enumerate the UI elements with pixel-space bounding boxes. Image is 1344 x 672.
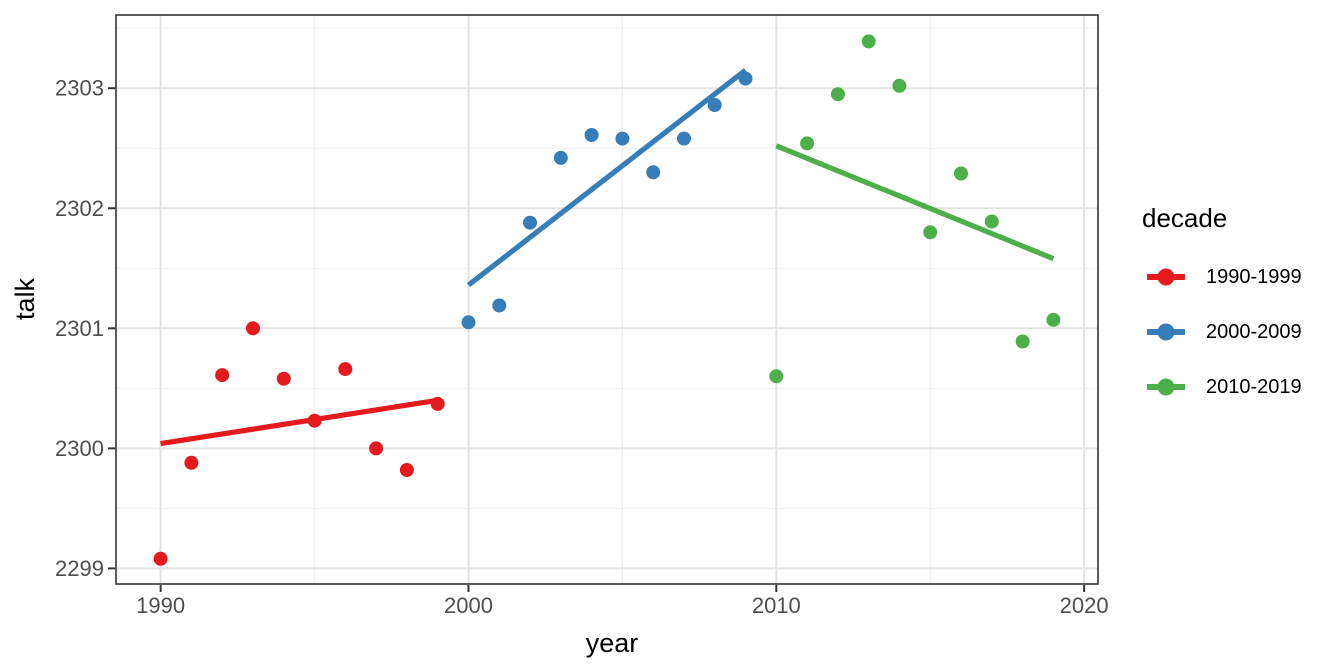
- legend: decade 1990-1999 2000-2009 2010-2019: [1142, 203, 1302, 430]
- data-point: [646, 165, 661, 180]
- legend-item-2000s: 2000-2009: [1146, 320, 1302, 344]
- y-axis-title: talk: [10, 277, 40, 320]
- legend-key-dot: [1157, 268, 1175, 286]
- data-point: [923, 225, 938, 240]
- trend-line: [466, 68, 748, 288]
- data-point: [338, 362, 353, 377]
- y-tick-label: 2300: [55, 436, 104, 461]
- data-point: [954, 166, 968, 181]
- series-2010-2019: [769, 34, 1061, 384]
- y-tick-label: 2302: [55, 196, 104, 221]
- trend-line: [160, 397, 439, 447]
- data-point: [492, 298, 507, 313]
- legend-item-1990s: 1990-1999: [1146, 265, 1302, 289]
- grid-major-layer: [116, 15, 1098, 584]
- data-point: [800, 136, 815, 151]
- x-axis-title: year: [586, 628, 639, 658]
- data-point: [677, 131, 691, 146]
- data-point: [523, 215, 537, 230]
- legend-item-2010s: 2010-2019: [1146, 375, 1302, 399]
- trend-line: [775, 143, 1055, 262]
- data-point: [369, 441, 384, 456]
- x-tick-label: 2000: [444, 593, 493, 618]
- data-point: [584, 128, 599, 142]
- data-point: [553, 150, 568, 165]
- series-2000-2009: [461, 68, 753, 330]
- y-tick-label: 2301: [55, 316, 104, 341]
- data-point: [984, 214, 999, 229]
- legend-label-1990s: 1990-1999: [1206, 265, 1302, 288]
- series-1990-1999: [153, 321, 445, 566]
- legend-label-2010s: 2010-2019: [1206, 375, 1302, 398]
- series-layer: [153, 34, 1061, 566]
- data-point: [707, 98, 722, 112]
- grid-minor-layer: [116, 15, 1098, 584]
- data-point: [276, 371, 291, 386]
- legend-key-2000s: [1147, 323, 1185, 341]
- data-point: [861, 34, 876, 49]
- legend-key-dot: [1157, 378, 1175, 396]
- data-point: [184, 455, 199, 470]
- legend-label-2000s: 2000-2009: [1206, 320, 1302, 343]
- data-point: [399, 463, 414, 477]
- x-tick-label: 2020: [1060, 593, 1109, 618]
- legend-key-1990s: [1147, 268, 1185, 286]
- panel-border: [115, 14, 1099, 585]
- data-point: [615, 131, 630, 146]
- legend-title: decade: [1142, 203, 1228, 233]
- data-point: [769, 369, 784, 384]
- data-point: [461, 315, 476, 330]
- data-point: [153, 551, 168, 566]
- y-tick-label: 2299: [55, 556, 104, 581]
- x-tick-label: 2010: [752, 593, 801, 618]
- data-point: [1015, 334, 1030, 349]
- y-tick-label: 2303: [55, 76, 104, 101]
- legend-key-dot: [1157, 323, 1175, 341]
- axis-ticks-layer: [108, 87, 1086, 592]
- data-point: [1046, 312, 1061, 327]
- legend-key-2010s: [1147, 378, 1185, 396]
- data-point: [215, 368, 230, 383]
- data-point: [246, 321, 260, 336]
- x-tick-label: 1990: [136, 593, 185, 618]
- axis-tick-labels-layer: 1990 2000 2010 2020 2299 2300 2301 2302 2303: [55, 76, 1109, 618]
- data-point: [830, 87, 845, 102]
- data-point: [892, 78, 907, 93]
